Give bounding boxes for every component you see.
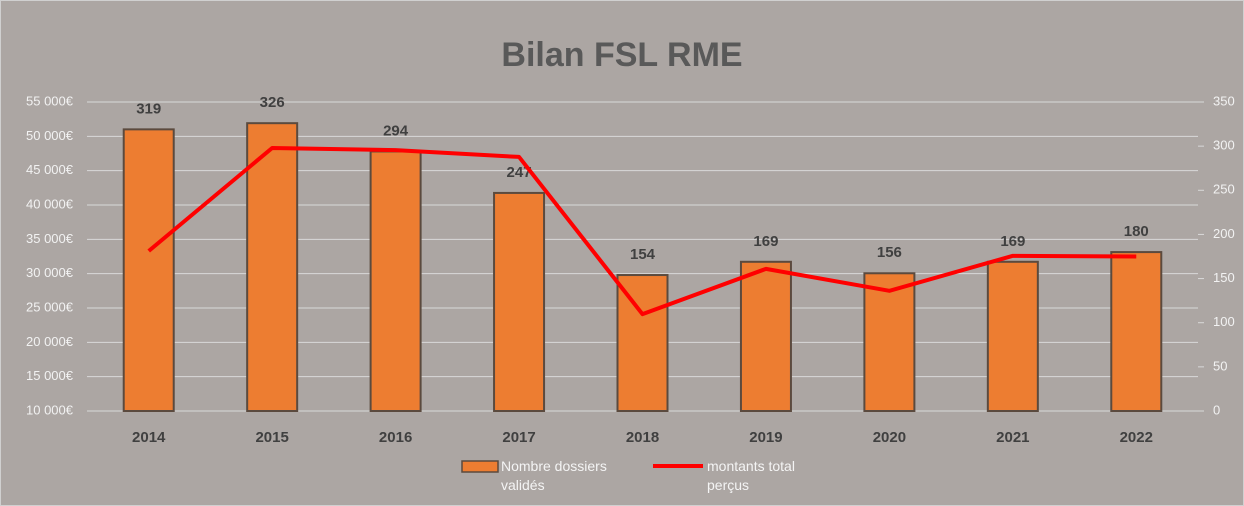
bar <box>246 122 299 412</box>
y2-tick-label: 0 <box>1213 402 1220 417</box>
y2-tick-label: 250 <box>1213 182 1235 197</box>
bar <box>1110 251 1163 412</box>
bar <box>616 274 669 413</box>
y-tick-label: 45 000€ <box>26 162 74 177</box>
bar <box>122 128 175 413</box>
y2-tick-label: 300 <box>1213 138 1235 153</box>
bar <box>739 260 792 412</box>
y-tick-label: 15 000€ <box>26 368 74 383</box>
x-tick-label: 2022 <box>1120 429 1153 446</box>
chart-title: Bilan FSL RME <box>501 36 742 74</box>
bar <box>863 272 916 412</box>
legend-label: montants total perçus <box>707 458 795 493</box>
data-label: 169 <box>753 233 778 250</box>
y-tick-label: 25 000€ <box>26 299 74 314</box>
y2-tick-label: 150 <box>1213 270 1235 285</box>
y2-tick-label: 100 <box>1213 314 1235 329</box>
legend-swatch <box>461 460 499 473</box>
bar <box>986 260 1039 412</box>
y2-tick-label: 350 <box>1213 93 1235 108</box>
y-tick-label: 40 000€ <box>26 196 74 211</box>
bar <box>369 150 422 412</box>
data-label: 294 <box>383 122 409 139</box>
x-tick-label: 2018 <box>626 429 659 446</box>
data-label: 154 <box>630 246 656 263</box>
x-tick-label: 2016 <box>379 429 412 446</box>
y-tick-label: 50 000€ <box>26 128 74 143</box>
bar <box>493 191 546 412</box>
data-label: 156 <box>877 244 902 261</box>
line <box>147 146 1137 317</box>
y2-tick-label: 200 <box>1213 226 1235 241</box>
data-label: 326 <box>260 94 285 111</box>
y-tick-label: 10 000€ <box>26 402 74 417</box>
x-tick-label: 2021 <box>996 429 1029 446</box>
x-tick-label: 2020 <box>873 429 906 446</box>
data-label: 169 <box>1000 233 1025 250</box>
y2-tick-label: 50 <box>1213 358 1227 373</box>
x-tick-label: 2015 <box>255 429 288 446</box>
y-tick-label: 55 000€ <box>26 93 74 108</box>
legend-label: Nombre dossiers validés <box>501 458 607 493</box>
x-tick-label: 2014 <box>132 429 166 446</box>
y-tick-label: 30 000€ <box>26 265 74 280</box>
data-label: 247 <box>507 164 532 181</box>
x-tick-label: 2019 <box>749 429 782 446</box>
data-label: 180 <box>1124 223 1149 240</box>
data-label: 319 <box>136 100 161 117</box>
x-tick-label: 2017 <box>502 429 535 446</box>
y-tick-label: 20 000€ <box>26 334 74 349</box>
y-tick-label: 35 000€ <box>26 231 74 246</box>
